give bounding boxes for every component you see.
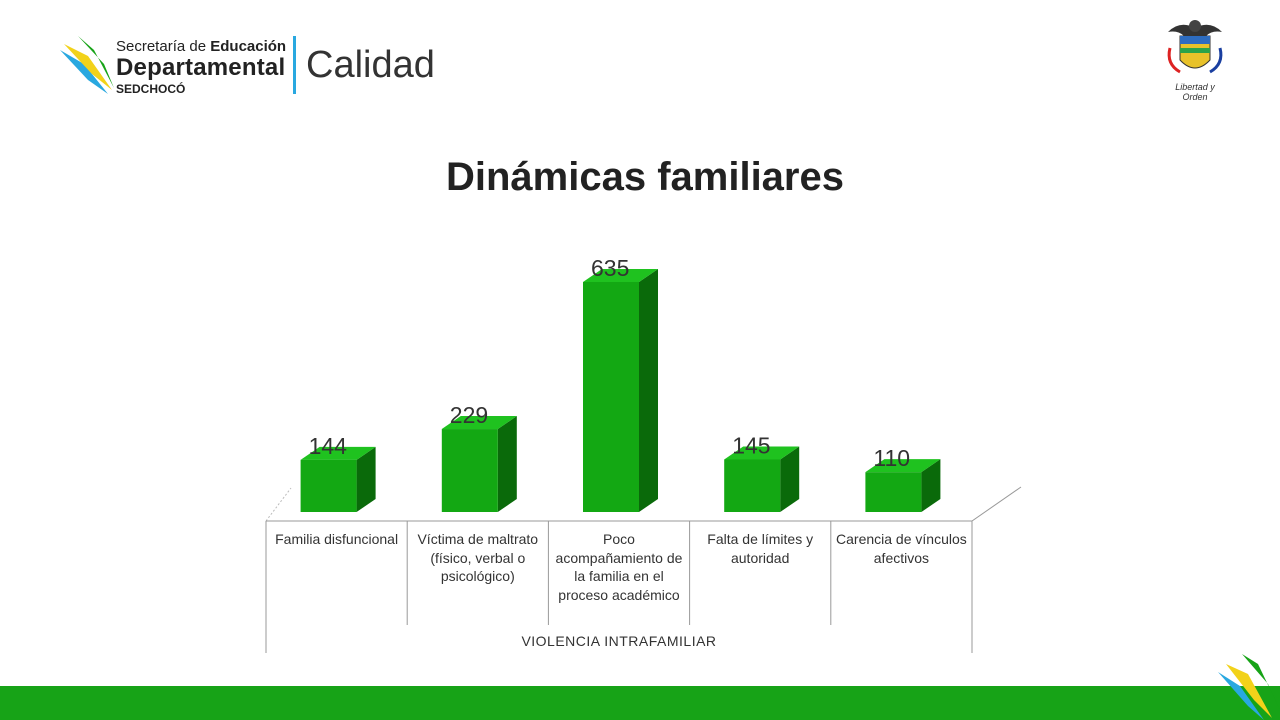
bar-top	[300, 446, 376, 460]
bar-side	[780, 446, 800, 512]
bar-side	[921, 459, 941, 512]
category-label: Carencia de vínculos afectivos	[836, 531, 967, 566]
category-label: Víctima de maltrato (físico, verbal o ps…	[417, 531, 539, 584]
bar	[300, 459, 357, 512]
coat-of-arms-icon	[1167, 20, 1223, 74]
bar	[865, 472, 922, 512]
bar-top	[724, 446, 800, 460]
category-group-label: VIOLENCIA INTRAFAMILIAR	[521, 633, 717, 649]
value-label: 144	[309, 433, 348, 459]
floor-back-edge	[265, 487, 292, 522]
bar	[724, 459, 781, 512]
category-label: Falta de límites y autoridad	[707, 531, 814, 566]
slide-title: Dinámicas familiares	[446, 155, 844, 199]
value-label: 145	[732, 432, 770, 458]
bar-top	[583, 269, 658, 282]
bar	[583, 282, 639, 512]
logo-divider	[293, 36, 296, 94]
sed-choco-logo: Secretaría de Educación Departamental SE…	[58, 30, 458, 100]
bar-side	[497, 416, 517, 512]
logo-line3: SEDCHOCÓ	[116, 82, 186, 96]
value-label: 635	[591, 255, 629, 281]
bar-top	[441, 416, 517, 430]
category-label: Poco acompañamiento de la familia en el …	[555, 531, 683, 603]
bar-side	[356, 446, 376, 512]
logo-leaves-icon	[60, 36, 114, 94]
value-label: 229	[450, 402, 488, 428]
calidad-label: Calidad	[306, 44, 435, 86]
bar-side	[639, 269, 658, 512]
footer-bar	[0, 686, 1280, 720]
category-label: Familia disfuncional	[275, 531, 399, 547]
value-label: 110	[873, 445, 910, 471]
bar-top	[865, 459, 941, 473]
coat-motto: Libertad y Orden	[1175, 82, 1215, 102]
logo-line1: Secretaría de Educación	[116, 38, 287, 55]
logo-line2: Departamental	[116, 54, 286, 81]
corner-leaves-icon	[1218, 654, 1280, 720]
coat-of-arms: Libertad y Orden	[1160, 18, 1230, 102]
bar	[441, 429, 498, 512]
